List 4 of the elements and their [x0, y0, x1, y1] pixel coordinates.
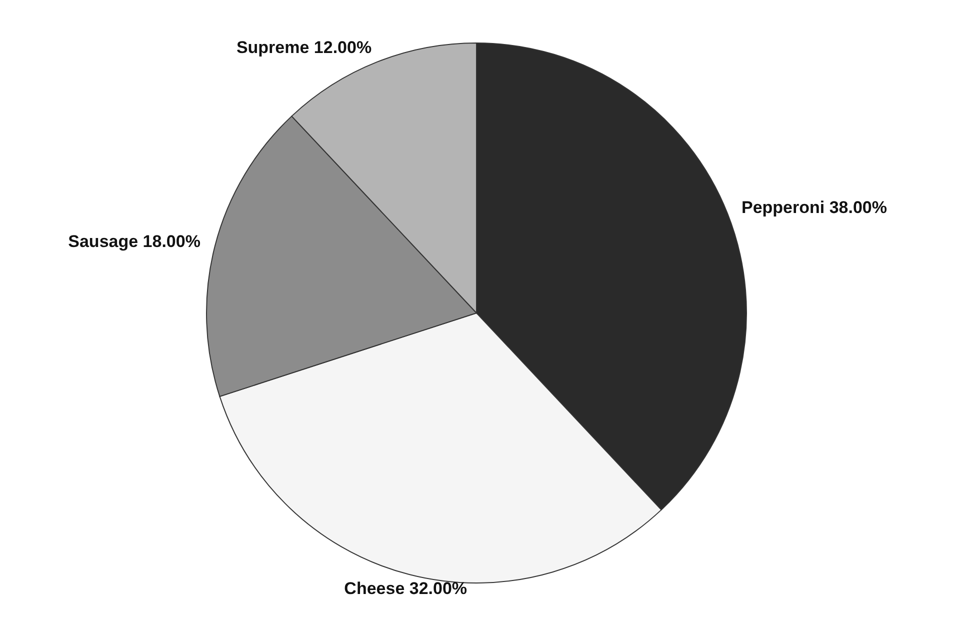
slice-label: Cheese 32.00% — [344, 579, 468, 598]
slice-label: Pepperoni 38.00% — [741, 198, 887, 218]
slice-label: Sausage 18.00% — [68, 232, 200, 252]
slice-label: Supreme 12.00% — [236, 38, 372, 58]
